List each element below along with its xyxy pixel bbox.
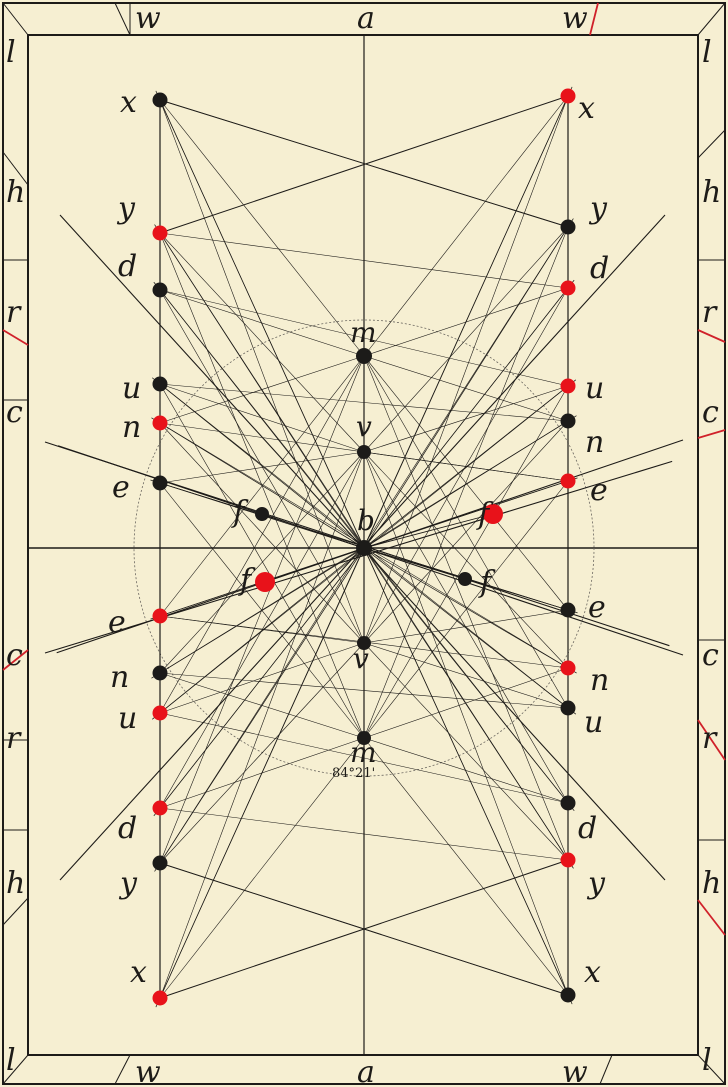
black-point [561, 414, 576, 429]
border-label-right: r [702, 295, 718, 330]
border-label-right: h [702, 175, 721, 210]
black-point [356, 540, 372, 556]
border-label-top: a [357, 1, 375, 36]
black-point [153, 93, 168, 108]
point-label: u [584, 705, 603, 740]
border-label-right: h [702, 866, 721, 901]
border-label-left: r [6, 721, 22, 756]
border-label-left: l [6, 35, 16, 70]
border-label-left: r [6, 295, 22, 330]
border-label-bottom: w [562, 1055, 588, 1087]
point-label: u [118, 701, 137, 736]
black-point [356, 348, 372, 364]
black-point [153, 377, 168, 392]
black-point [153, 476, 168, 491]
red-point [153, 706, 168, 721]
point-label: m [350, 316, 377, 349]
red-point [153, 801, 168, 816]
black-point [458, 572, 472, 586]
point-label: v [353, 642, 369, 675]
border-label-left: l [6, 1043, 16, 1078]
point-label: n [590, 663, 609, 698]
border-label-bottom: a [357, 1055, 375, 1087]
point-label: e [112, 470, 130, 505]
red-point [561, 89, 576, 104]
border-label-right: l [702, 35, 712, 70]
border-label-right: c [702, 638, 719, 673]
point-label: y [118, 866, 138, 901]
red-point [153, 609, 168, 624]
point-label: v [356, 410, 372, 443]
border-label-left: h [6, 175, 25, 210]
border-label-left: c [6, 395, 23, 430]
black-point [357, 445, 371, 459]
red-point [561, 281, 576, 296]
border-label-bottom: w [135, 1055, 161, 1087]
point-label: b [357, 504, 375, 537]
black-point [561, 220, 576, 235]
point-label: u [585, 371, 604, 406]
point-label: y [116, 191, 136, 226]
point-label: d [578, 811, 597, 846]
point-label: n [110, 660, 129, 695]
point-label: d [590, 251, 609, 286]
point-label: y [586, 866, 606, 901]
point-label: x [584, 955, 601, 990]
red-point [561, 853, 576, 868]
point-label: n [585, 425, 604, 460]
black-point [561, 796, 576, 811]
red-point [561, 379, 576, 394]
point-label: d [118, 249, 137, 284]
border-label-right: r [702, 721, 718, 756]
black-point [561, 701, 576, 716]
point-label: e [588, 590, 606, 625]
angle-note: 84°21' [332, 766, 375, 781]
border-label-right: c [702, 395, 719, 430]
red-point [153, 416, 168, 431]
border-label-top: w [562, 1, 588, 36]
point-label: n [122, 410, 141, 445]
point-label: x [578, 91, 595, 126]
red-point [561, 474, 576, 489]
point-label: e [108, 605, 126, 640]
black-point [153, 283, 168, 298]
point-label: u [122, 371, 141, 406]
point-label: e [590, 473, 608, 508]
black-point [561, 603, 576, 618]
point-label: m [350, 736, 377, 769]
red-point [153, 991, 168, 1006]
black-point [255, 507, 269, 521]
black-point [153, 666, 168, 681]
red-point [561, 661, 576, 676]
point-label: y [588, 191, 608, 226]
black-point [561, 988, 576, 1003]
point-label: x [130, 955, 147, 990]
border-label-left: h [6, 866, 25, 901]
red-point [255, 572, 275, 592]
red-point [153, 226, 168, 241]
border-label-left: c [6, 638, 23, 673]
black-point [153, 856, 168, 871]
border-label-right: l [702, 1043, 712, 1078]
point-label: d [118, 811, 137, 846]
border-label-top: w [135, 1, 161, 36]
point-label: x [120, 85, 137, 120]
